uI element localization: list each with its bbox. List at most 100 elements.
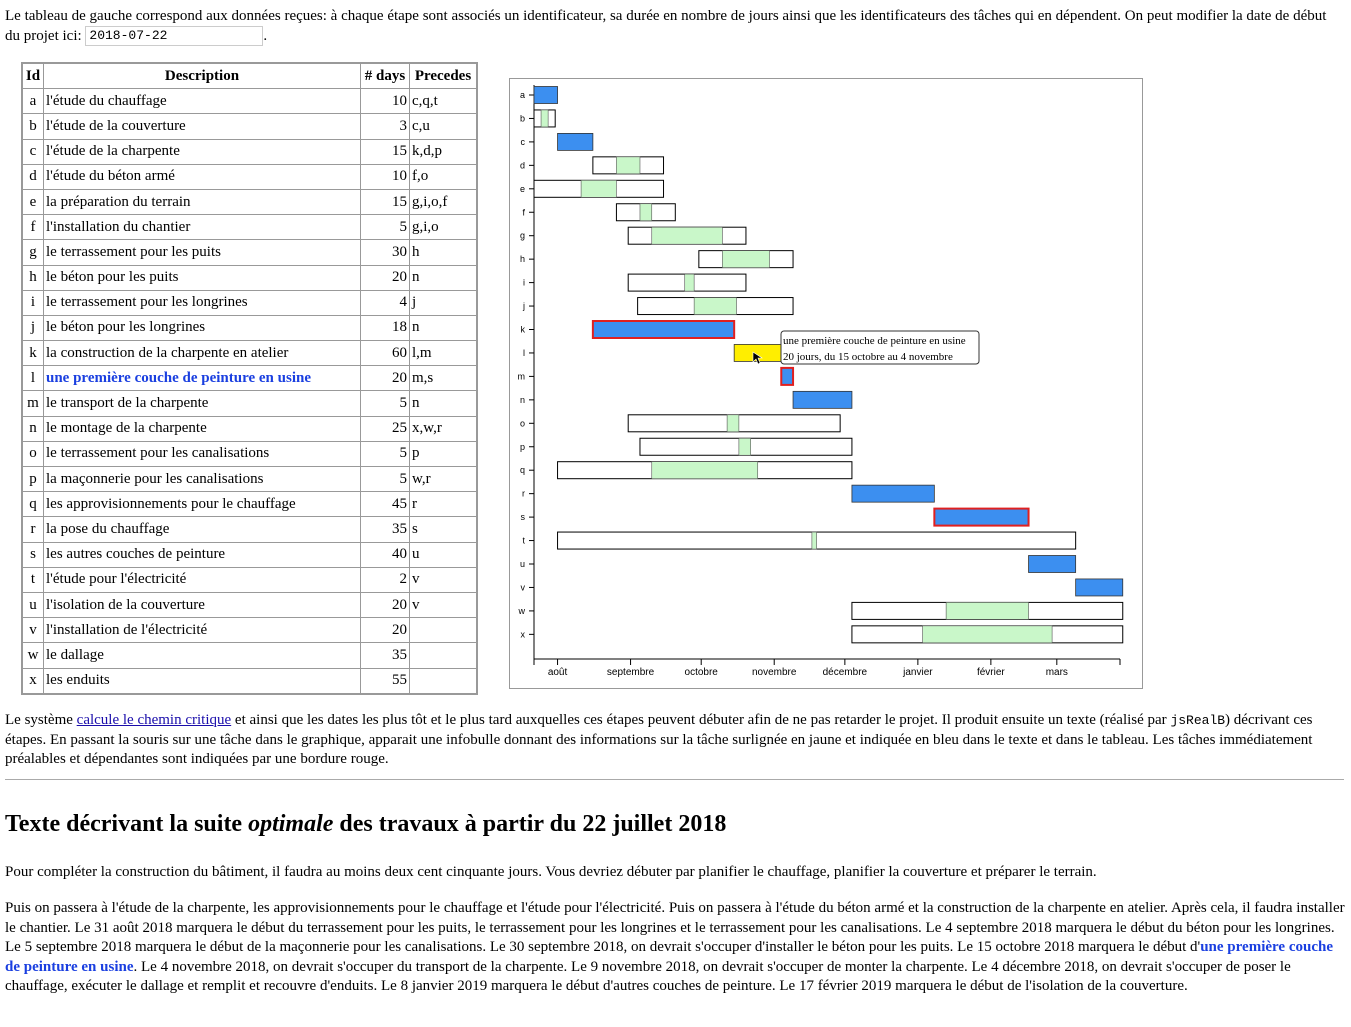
table-row: f l'installation du chantier 5 g,i,o <box>21 214 478 241</box>
task-bar[interactable] <box>726 414 740 433</box>
cell-description: les enduits <box>43 667 361 695</box>
gantt-svg[interactable]: a b c d e f g h i j k l m n o p q r s t u v w x août septembre oct… <box>510 79 1142 688</box>
y-tick-label: s <box>521 512 526 522</box>
start-date-input[interactable]: 2018-07-22 <box>85 25 264 46</box>
y-tick-label: i <box>523 278 525 288</box>
cell-precedes: r <box>409 491 478 518</box>
table-row: v l'installation de l'électricité 20 <box>21 617 478 644</box>
cell-precedes: l,m <box>409 340 478 367</box>
cell-description: les approvisionnements pour le chauffage <box>43 491 361 518</box>
tooltip-box <box>780 330 980 365</box>
cell-precedes: v <box>409 566 478 593</box>
critical-task-bar[interactable] <box>557 133 594 151</box>
task-bar[interactable] <box>738 437 751 456</box>
y-tick-label: q <box>520 465 525 475</box>
critical-task-bar[interactable] <box>780 366 795 386</box>
task-bar[interactable] <box>651 226 723 245</box>
x-tick-label: septembre <box>607 667 655 678</box>
jsrealb-code: jsRealB <box>1170 713 1226 728</box>
table-row: c l'étude de la charpente 15 k,d,p <box>21 138 478 165</box>
section-heading: Texte décrivant la suite optimale des tr… <box>5 811 726 838</box>
cell-precedes <box>409 642 478 669</box>
cell-days: 5 <box>360 390 410 417</box>
intro-text: Le tableau de gauche correspond aux donn… <box>5 8 1327 44</box>
cell-id: n <box>21 415 44 442</box>
y-tick-label: v <box>521 582 526 592</box>
cell-description: la pose du chauffage <box>43 516 361 543</box>
table-row: n le montage de la charpente 25 x,w,r <box>21 415 478 442</box>
gantt-chart[interactable]: a b c d e f g h i j k l m n o p q r s t u v w x août septembre oct… <box>509 78 1143 689</box>
divider <box>5 779 1344 780</box>
cell-description: le terrassement pour les canalisations <box>43 440 361 468</box>
task-bar[interactable] <box>922 625 1053 644</box>
table-row: j le béton pour les longrines 18 n <box>21 314 478 342</box>
task-bar[interactable] <box>616 156 641 175</box>
table-row: r la pose du chauffage 35 s <box>21 516 478 543</box>
table-row: b l'étude de la couverture 3 c,u <box>21 113 478 140</box>
task-bar[interactable] <box>945 602 1029 620</box>
y-tick-label: r <box>522 489 525 499</box>
cell-days: 4 <box>360 289 410 316</box>
task-bar[interactable] <box>811 531 817 550</box>
cell-days: 20 <box>360 617 410 644</box>
x-tick-label: août <box>548 667 568 678</box>
cell-id: o <box>21 440 44 468</box>
cell-precedes: c,q,t <box>409 88 478 115</box>
details-text-before: Puis on passera à l'étude de la charpent… <box>5 900 1345 955</box>
mouse-cursor-icon <box>752 351 763 365</box>
x-tick-label: mars <box>1046 667 1068 678</box>
y-tick-label: p <box>520 442 525 452</box>
table-row: x les enduits 55 <box>21 667 478 695</box>
cell-days: 2 <box>360 566 410 593</box>
cell-description: l'installation du chantier <box>43 214 361 241</box>
task-bar[interactable] <box>580 180 617 198</box>
cell-description: l'isolation de la couverture <box>43 591 361 619</box>
cell-id: d <box>21 163 44 190</box>
cell-precedes: f,o <box>409 163 478 190</box>
cell-precedes: h <box>409 239 478 266</box>
task-bar[interactable] <box>639 203 653 222</box>
y-tick-label: h <box>520 254 525 264</box>
header-days: # days <box>360 62 410 90</box>
explanation-paragraph: Le système calcule le chemin critique et… <box>5 711 1345 770</box>
cell-description: le montage de la charpente <box>43 415 361 442</box>
y-tick-label: f <box>522 207 525 217</box>
critical-path-link[interactable]: calcule le chemin critique <box>76 712 232 728</box>
critical-task-bar[interactable] <box>591 320 736 339</box>
cell-precedes: v <box>409 591 478 619</box>
task-bar[interactable] <box>722 250 770 268</box>
critical-task-bar[interactable] <box>1028 555 1077 573</box>
cell-days: 35 <box>360 642 410 669</box>
cell-description: l'étude de la charpente <box>43 138 361 165</box>
cell-id: r <box>21 516 44 543</box>
table-row: k la construction de la charpente en atel… <box>21 340 478 367</box>
task-bar[interactable] <box>693 297 737 315</box>
critical-task-bar[interactable] <box>1075 578 1124 597</box>
critical-task-bar[interactable] <box>792 390 853 409</box>
tooltip-dates: 20 jours, du 15 octobre au 4 novembre <box>783 351 953 363</box>
cell-id: i <box>21 289 44 316</box>
cell-precedes: n <box>409 264 478 291</box>
y-tick-label: j <box>522 301 525 311</box>
details-paragraph: Puis on passera à l'étude de la charpent… <box>5 899 1345 997</box>
table-row: p la maçonnerie pour les canalisations 5 w,… <box>21 465 478 493</box>
y-tick-label: m <box>518 371 526 381</box>
task-bar[interactable] <box>540 109 549 128</box>
critical-task-bar[interactable] <box>933 507 1030 527</box>
header-precedes: Precedes <box>409 62 478 90</box>
cell-days: 3 <box>360 113 410 140</box>
task-bar[interactable] <box>651 461 759 480</box>
critical-task-bar[interactable] <box>851 484 935 503</box>
cell-description: la construction de la charpente en ateli… <box>43 340 361 367</box>
explain-text-1: Le système <box>5 712 77 728</box>
heading-post: des travaux à partir du 22 juillet 2018 <box>333 811 727 837</box>
intro-end: . <box>263 28 268 44</box>
table-row: q les approvisionnements pour le chauffag… <box>21 491 478 518</box>
cell-id: f <box>21 214 44 241</box>
cell-days: 20 <box>360 591 410 619</box>
critical-task-bar[interactable] <box>533 86 558 104</box>
cell-description: la préparation du terrain <box>43 188 361 216</box>
task-bar[interactable] <box>684 273 695 292</box>
cell-description: l'installation de l'électricité <box>43 617 361 644</box>
y-tick-label: n <box>520 395 525 405</box>
